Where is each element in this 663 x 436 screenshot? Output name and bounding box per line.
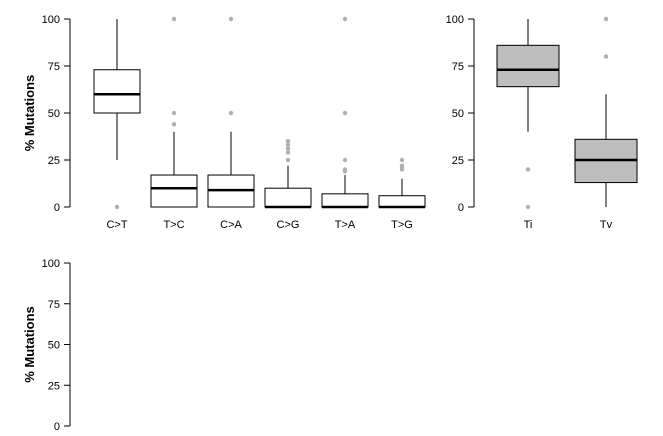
y-tick-label: 100 [42, 14, 60, 26]
outlier-point [228, 16, 234, 22]
empty-boxplot-panel: 0 25 50 75 100 % Mutations [22, 258, 71, 433]
y-axis-title: % Mutations [22, 75, 37, 152]
box-iqr [378, 195, 426, 208]
x-category-label: Tv [600, 219, 613, 231]
x-category-label: C>A [220, 219, 242, 231]
box-iqr [496, 44, 560, 88]
y-axis-title: % Mutations [22, 306, 37, 383]
outlier-point [525, 167, 531, 172]
box-iqr [321, 193, 369, 208]
y-tick-label: 0 [54, 202, 60, 214]
box-ctog [264, 139, 312, 209]
outlier-point [285, 139, 291, 144]
outlier-point [285, 142, 291, 148]
outlier-point [399, 157, 405, 163]
outlier-point [342, 167, 348, 172]
ti-tv-boxplot-panel: 0 25 50 75 100 Ti Tv [446, 14, 638, 231]
substitution-boxplot-panel: 0 25 50 75 100 % Mutations C>T T>C C>A C>G T>A T>G [22, 14, 426, 231]
box-iqr [93, 69, 141, 114]
y-tick-label: 50 [452, 108, 464, 120]
x-category-label: T>C [163, 219, 184, 231]
y-tick-label: 25 [48, 380, 60, 392]
x-category-label: T>G [391, 219, 413, 231]
box-ttog [378, 157, 426, 209]
y-tick-label: 25 [48, 155, 60, 167]
y-tick-label: 75 [48, 299, 60, 311]
outlier-point [342, 110, 348, 116]
outlier-point [525, 204, 531, 210]
outlier-point [603, 16, 609, 22]
y-tick-label: 50 [48, 340, 60, 352]
y-tick-label: 75 [48, 61, 60, 73]
outlier-point [228, 110, 234, 116]
box-ttoa [321, 16, 369, 209]
outlier-point [171, 110, 177, 116]
x-category-label: Ti [524, 219, 533, 231]
y-tick-label: 100 [42, 258, 60, 270]
outlier-point [114, 204, 120, 210]
x-category-label: C>T [106, 219, 127, 231]
outlier-point [342, 157, 348, 163]
outlier-point [399, 163, 405, 168]
box-ti [496, 19, 560, 210]
outlier-point [285, 150, 291, 155]
outlier-point [171, 16, 177, 22]
y-tick-label: 100 [446, 14, 464, 26]
box-ttoc [150, 16, 198, 208]
y-tick-label: 50 [48, 108, 60, 120]
outlier-point [285, 146, 291, 151]
box-iqr [264, 187, 312, 208]
y-tick-label: 25 [452, 155, 464, 167]
outlier-point [603, 54, 609, 59]
box-ctot [93, 19, 141, 210]
outlier-point [342, 16, 348, 22]
y-tick-label: 75 [452, 61, 464, 73]
y-tick-label: 0 [54, 421, 60, 433]
box-tv [574, 16, 638, 207]
x-category-label: C>G [277, 219, 300, 231]
box-ctoa [207, 16, 255, 208]
y-tick-label: 0 [458, 202, 464, 214]
outlier-point [171, 122, 177, 127]
x-category-label: T>A [335, 219, 356, 231]
box-iqr [150, 174, 198, 208]
outlier-point [285, 157, 291, 163]
